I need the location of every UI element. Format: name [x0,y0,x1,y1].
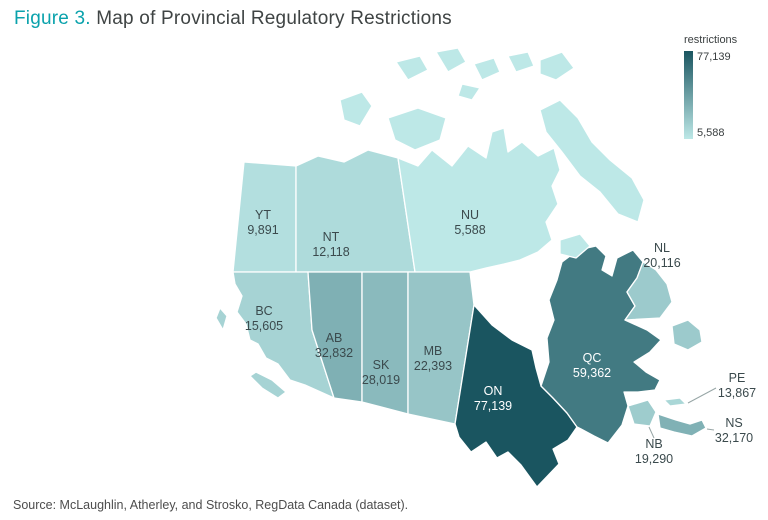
label-pe-value: 13,867 [718,386,756,400]
province-bc-haida-gwaii-island [215,307,228,331]
province-nu-devon-island [539,51,575,81]
label-yt-code: YT [255,208,271,222]
label-ab-value: 32,832 [315,346,353,360]
province-bc-vancouver-island [249,371,287,399]
label-bc-code: BC [255,304,272,318]
legend-min-value: 5,588 [697,127,725,139]
province-nu-southampton-island [559,233,591,259]
label-sk-code: SK [373,358,390,372]
source-note: Source: McLaughlin, Atherley, and Strosk… [13,498,409,512]
label-mb-value: 22,393 [414,359,452,373]
label-bc-value: 15,605 [245,319,283,333]
label-yt-value: 9,891 [247,223,278,237]
label-nu-code: NU [461,208,479,222]
province-nu-arctic-island-a [395,55,429,81]
label-ns-value: 32,170 [715,431,753,445]
figure-number: Figure 3. [14,8,91,29]
province-nu-arctic-island-b [435,47,467,73]
label-nt-value: 12,118 [312,245,349,259]
leader-line-nb [648,426,655,439]
province-on-shape [454,304,578,488]
label-nu-value: 5,588 [454,223,485,237]
province-nb-shape [627,399,657,427]
province-nl-newfoundland-island [671,319,703,351]
label-ab-code: AB [326,331,343,345]
color-legend: restrictions 77,139 5,588 [684,34,737,139]
legend-title: restrictions [684,34,738,46]
province-nu-arctic-island-d [507,51,535,73]
label-ns-code: NS [725,416,742,430]
province-nu-arctic-island-c [473,57,501,81]
label-on-value: 77,139 [474,399,512,413]
province-ab-shape [307,271,363,403]
label-qc-code: QC [583,351,602,365]
label-on-code: ON [484,384,503,398]
province-nl-labrador-shape [624,261,673,321]
province-nu-mainland-shape [397,127,561,273]
legend-gradient-bar [684,51,693,139]
label-nt-code: NT [323,230,340,244]
province-pe-shape [663,397,687,407]
label-pe-code: PE [729,371,746,385]
label-mb-code: MB [424,344,443,358]
leader-line-ns [706,428,715,431]
label-nl-code: NL [654,241,670,255]
leader-line-pe [687,387,717,404]
figure-title: Figure 3. Map of Provincial Regulatory R… [14,8,452,30]
province-nu-victoria-island [387,107,447,151]
province-nu-banks-island [339,91,373,127]
label-qc-value: 59,362 [573,366,611,380]
province-sk-shape [361,271,409,415]
label-nb-code: NB [645,437,662,451]
province-nu-arctic-island-e [457,83,481,101]
label-nb-value: 19,290 [635,452,673,466]
label-sk-value: 28,019 [362,373,400,387]
figure-title-text: Map of Provincial Regulatory Restriction… [96,8,452,29]
province-nu-baffin-island [539,99,645,223]
label-nl-value: 20,116 [643,256,680,270]
legend-max-value: 77,139 [697,51,731,63]
province-ns-shape [657,413,707,437]
